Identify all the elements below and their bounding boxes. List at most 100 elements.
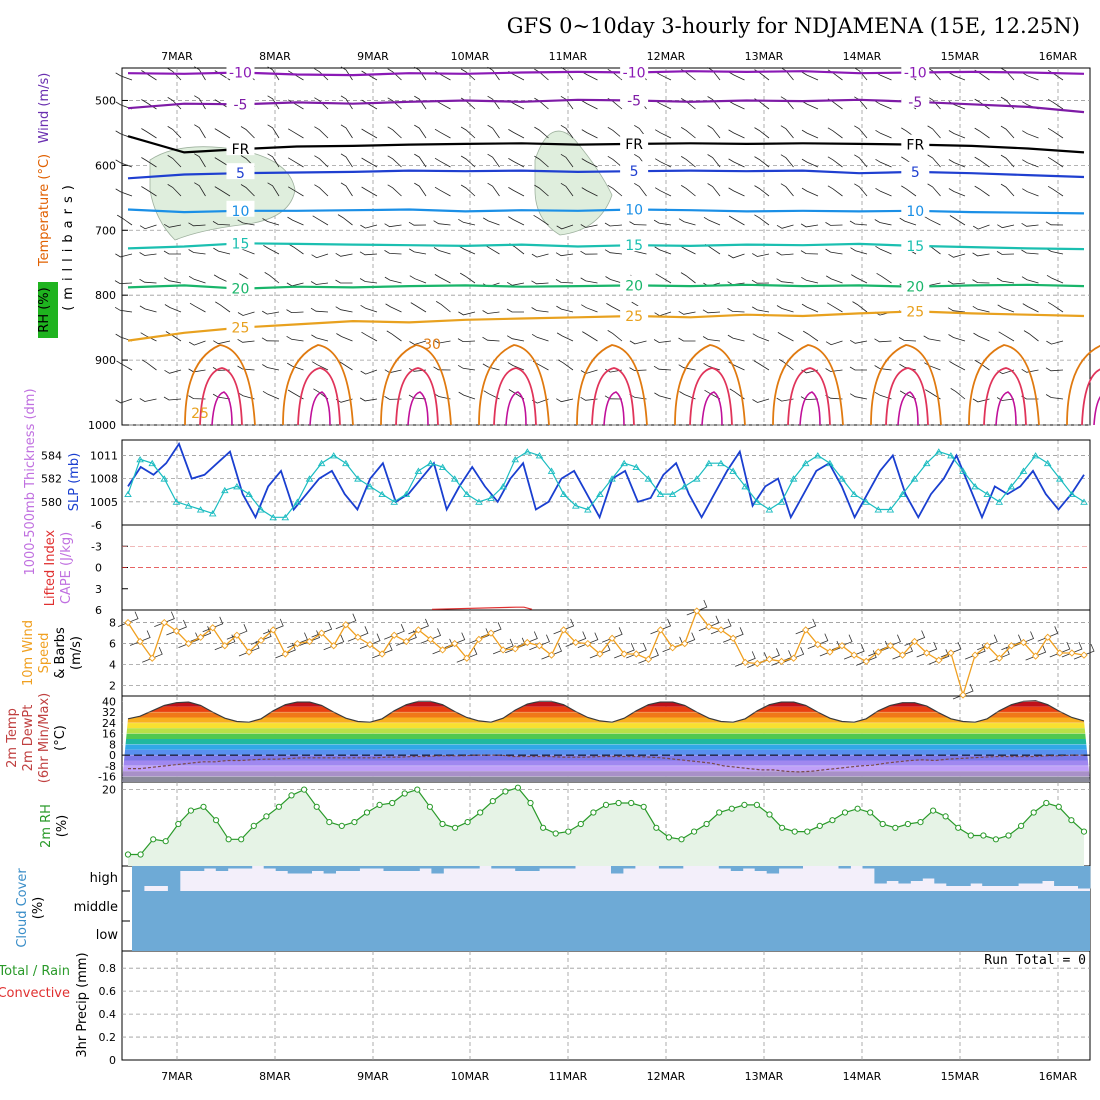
isotherm-label: 5: [226, 163, 255, 182]
cloud-high-bar: [419, 866, 432, 869]
surface-wind-barb: [807, 633, 829, 649]
rh-point: [250, 822, 257, 830]
wind-barb: [213, 274, 231, 284]
wind-speed-point: [995, 654, 1003, 662]
wind-barb: [629, 340, 647, 345]
thickness-point: [1031, 452, 1040, 459]
cloud-ylabel-part: (%): [31, 897, 46, 920]
wind-barb: [580, 250, 598, 255]
bottom-date-label: 8MAR: [259, 1070, 291, 1083]
wind-ylabel-part: (m/s): [69, 636, 84, 670]
contour-35: [983, 367, 1027, 426]
slp-line: [127, 441, 1085, 520]
wind-barb: [361, 331, 378, 342]
isotherm-20: [127, 283, 1085, 290]
wind-barb: [654, 246, 672, 255]
wind-speed-point: [196, 633, 205, 641]
cloud-ylabel: Cloud Cover (%): [15, 868, 46, 948]
rh-point: [854, 805, 861, 812]
isotherm-label-bg: [620, 62, 649, 79]
rh-point: [779, 824, 786, 831]
thickness-point: [366, 482, 374, 490]
wind-barb: [752, 333, 770, 342]
cape-ylabel-part: CAPE (J/kg): [59, 532, 74, 604]
wind-speed-point: [547, 651, 556, 659]
contour-30: [674, 344, 746, 426]
bottom-date-label: 9MAR: [357, 1070, 389, 1083]
wind-speed-point: [293, 639, 302, 648]
thickness-point: [378, 490, 386, 498]
wind-barb: [556, 305, 574, 313]
wind-barb: [314, 155, 329, 168]
isotherm-label: -10: [620, 62, 649, 82]
temp-color-bands: [122, 700, 1090, 782]
rh-point: [1005, 832, 1012, 839]
isotherm-label-text: FR: [625, 137, 643, 153]
thickness-point: [269, 513, 278, 521]
wind-barb: [607, 126, 623, 139]
rh-point: [540, 824, 547, 831]
wind-speed-point: [850, 651, 858, 659]
isotherm-label-text: FR: [232, 142, 250, 158]
wind-barb: [340, 182, 353, 197]
wind-barb: [115, 188, 133, 197]
temp-band: [122, 739, 1090, 745]
isotherm-label: 5: [620, 161, 649, 180]
cape-tick-label: 6: [95, 604, 102, 617]
wind-barb: [728, 158, 745, 168]
wind-barb: [287, 186, 304, 197]
wind-barb: [1000, 125, 1015, 139]
cloud-high-bar: [515, 866, 528, 871]
rh-point: [275, 803, 282, 810]
wind-barb: [825, 275, 843, 284]
temp-band: [122, 760, 1090, 766]
rh-point: [1080, 828, 1088, 835]
upper-ylabel: RH (%) Temperature (°C) Wind (m/s) (milliba…: [37, 73, 76, 338]
wind-barb: [800, 250, 819, 255]
wind-barb: [948, 72, 966, 81]
rh-point: [665, 834, 673, 841]
wind-barb: [607, 68, 623, 81]
wind-barb: [876, 272, 892, 284]
wind-barb: [340, 124, 353, 139]
wind-barb: [854, 96, 868, 110]
wind-barb: [482, 336, 500, 342]
wind-barb: [531, 333, 549, 342]
wind-barb: [139, 305, 157, 313]
cloud-high-bar: [1054, 866, 1067, 886]
surface-wind-barb: [371, 642, 393, 659]
wind-barb: [387, 97, 402, 110]
wind-barb: [707, 125, 721, 139]
wind-barb: [560, 66, 574, 81]
contour-30: [968, 344, 1040, 426]
wind-barb: [555, 252, 574, 257]
temp-tick-label: -8: [105, 760, 116, 773]
wind-barb: [728, 100, 745, 110]
wind-barb: [1023, 330, 1039, 342]
thickness-point: [995, 498, 1004, 505]
thickness-point: [898, 490, 907, 498]
wind-barb: [214, 128, 231, 139]
thickness-point: [910, 475, 919, 482]
wind-barb: [237, 392, 255, 400]
bottom-date-label: 12MAR: [647, 1070, 686, 1083]
cloud-high-bar: [155, 866, 169, 886]
ylabel-temperature: Temperature (°C): [37, 154, 52, 267]
wind-speed-point: [1044, 633, 1052, 641]
wind-barb: [384, 276, 402, 284]
surface-wind-barb: [166, 619, 187, 636]
cloud-high-bar: [611, 866, 624, 874]
wind-barb: [1021, 276, 1039, 284]
cloud-high-bar: [1066, 866, 1079, 886]
top-date-label: 10MAR: [451, 50, 490, 63]
rh-point: [1018, 822, 1025, 830]
rh-ylabel-part: (%): [55, 815, 70, 838]
wind-barb: [606, 303, 623, 313]
thickness-point: [160, 475, 169, 482]
cloud-high-bar: [1030, 866, 1043, 884]
wind-barb: [433, 366, 451, 371]
wind-barb: [604, 222, 623, 227]
precip-tick-label: 0.8: [99, 962, 117, 975]
temp-line: [127, 700, 1085, 723]
